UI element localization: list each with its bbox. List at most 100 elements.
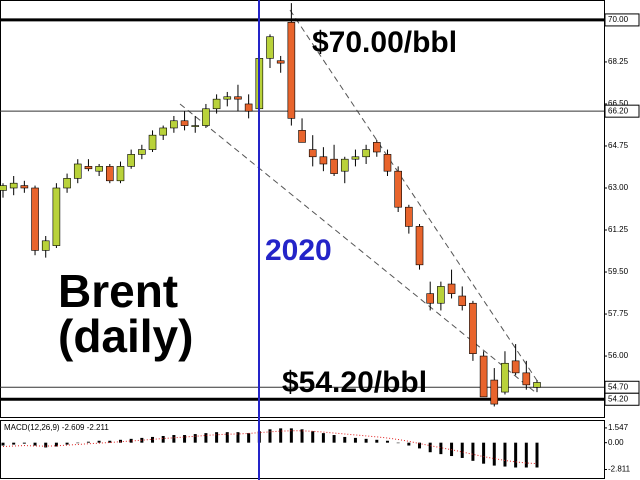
macd-bar bbox=[33, 442, 37, 446]
candle-body bbox=[0, 185, 7, 191]
candle-body bbox=[106, 166, 114, 182]
candle-body bbox=[9, 182, 18, 189]
macd-panel bbox=[0, 420, 605, 479]
candle-body bbox=[340, 158, 349, 172]
macd-bar bbox=[375, 439, 379, 443]
trend-line bbox=[179, 103, 536, 393]
candle-body bbox=[372, 142, 381, 153]
candle-body bbox=[127, 154, 135, 167]
trend-line bbox=[289, 9, 541, 386]
macd-bar bbox=[396, 442, 400, 444]
macd-bar bbox=[108, 440, 112, 443]
low-annotation: $54.20/bbl bbox=[282, 366, 427, 399]
macd-bar bbox=[311, 431, 315, 443]
candle-body bbox=[469, 302, 477, 354]
macd-bar bbox=[343, 436, 347, 443]
macd-bar bbox=[460, 442, 464, 458]
macd-bar bbox=[172, 435, 176, 443]
macd-bar bbox=[54, 442, 58, 447]
macd-label: MACD(12,26,9) -2.609 -2.211 bbox=[4, 423, 109, 432]
level-label: 54.20 bbox=[608, 394, 629, 403]
y-tick-label: 68.25 bbox=[608, 57, 629, 66]
macd-bar bbox=[65, 442, 69, 445]
macd-bar bbox=[279, 428, 283, 443]
candle-body bbox=[287, 22, 296, 119]
macd-bar bbox=[300, 429, 304, 443]
level-label: 70.00 bbox=[608, 15, 629, 24]
macd-bar bbox=[535, 442, 539, 468]
candle-body bbox=[148, 134, 157, 150]
candle-body bbox=[490, 379, 499, 405]
macd-bar bbox=[76, 442, 80, 444]
candle-body bbox=[212, 98, 221, 110]
candle-body bbox=[426, 293, 435, 304]
macd-bar bbox=[524, 442, 528, 468]
candle-body bbox=[394, 170, 402, 208]
macd-bar bbox=[247, 433, 251, 443]
macd-bar bbox=[225, 432, 229, 443]
candle-body bbox=[31, 187, 39, 251]
candle-body bbox=[138, 149, 146, 155]
period-annotation: (daily) bbox=[58, 310, 193, 362]
candle-body bbox=[501, 362, 509, 393]
macd-tick-label: 1.547 bbox=[608, 423, 629, 432]
macd-bar bbox=[183, 435, 187, 443]
macd-bar bbox=[97, 440, 101, 443]
macd-bar bbox=[204, 433, 208, 443]
macd-bar bbox=[140, 437, 144, 443]
candle-body bbox=[479, 355, 488, 398]
macd-bar bbox=[268, 429, 272, 443]
candle-body bbox=[116, 166, 125, 182]
level-box bbox=[604, 13, 640, 27]
candle-body bbox=[276, 60, 285, 64]
candle-body bbox=[84, 166, 93, 170]
candle-body bbox=[202, 108, 210, 126]
macd-bar bbox=[439, 442, 443, 455]
macd-bar bbox=[129, 438, 133, 443]
y-tick-label: 61.25 bbox=[608, 225, 629, 234]
candle-body bbox=[362, 149, 370, 158]
y-tick-label: 64.75 bbox=[608, 141, 629, 150]
candle-body bbox=[511, 360, 520, 374]
candle-body bbox=[308, 149, 317, 158]
candle-body bbox=[95, 166, 103, 172]
candle-body bbox=[533, 382, 541, 388]
candle-body bbox=[244, 103, 253, 112]
level-box bbox=[604, 104, 640, 118]
macd-bar bbox=[385, 440, 389, 443]
macd-bar bbox=[289, 428, 293, 443]
macd-bar bbox=[492, 442, 496, 466]
candle-body bbox=[522, 372, 531, 386]
macd-bar bbox=[418, 442, 422, 449]
candle-body bbox=[159, 127, 167, 136]
macd-bar bbox=[12, 442, 16, 445]
price-panel bbox=[0, 0, 605, 418]
macd-bar bbox=[236, 432, 240, 443]
macd-bar bbox=[161, 435, 165, 443]
candle-body bbox=[180, 120, 189, 126]
y-tick-label: 59.50 bbox=[608, 267, 629, 276]
candle-body bbox=[458, 295, 467, 306]
macd-bar bbox=[86, 441, 90, 443]
macd-signal bbox=[2, 430, 538, 465]
y-tick-label: 57.75 bbox=[608, 309, 629, 318]
macd-bar bbox=[428, 442, 432, 453]
candle-body bbox=[319, 156, 328, 165]
macd-bar bbox=[215, 432, 219, 443]
year-annotation: 2020 bbox=[265, 234, 332, 267]
candle-body bbox=[73, 163, 82, 179]
candle-body bbox=[405, 206, 413, 227]
candle-body bbox=[298, 130, 306, 143]
macd-bar bbox=[514, 442, 518, 468]
y-tick-label: 56.00 bbox=[608, 351, 629, 360]
candle-body bbox=[437, 286, 445, 304]
macd-bar bbox=[407, 442, 411, 446]
macd-bar bbox=[471, 442, 475, 461]
candle-body bbox=[351, 156, 360, 160]
candle-body bbox=[191, 125, 200, 127]
macd-tick-label: -2.811 bbox=[608, 465, 631, 474]
candle-body bbox=[330, 158, 338, 174]
y-tick-label: 66.50 bbox=[608, 99, 629, 108]
